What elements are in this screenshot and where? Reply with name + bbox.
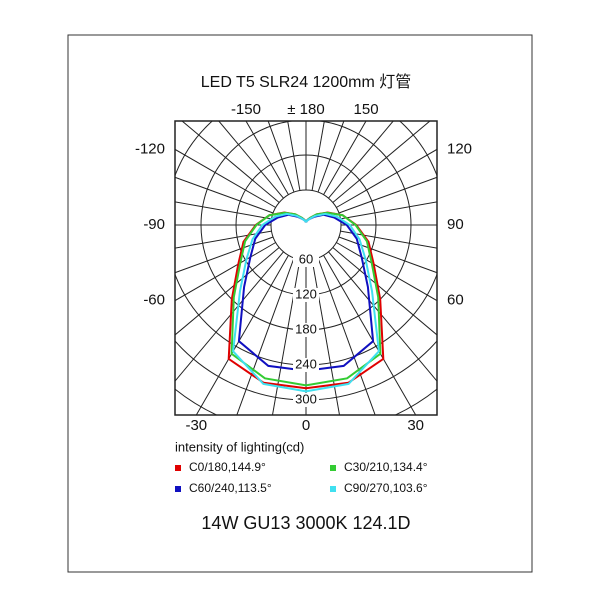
- spoke: [328, 251, 437, 382]
- spoke: [328, 121, 394, 199]
- spoke: [311, 121, 325, 191]
- label-bg: [293, 288, 319, 302]
- angle-tick-label: 120: [447, 140, 472, 157]
- intensity-curve: [230, 211, 382, 387]
- label-bg: [293, 323, 319, 337]
- spoke: [271, 259, 301, 415]
- spoke: [332, 121, 431, 203]
- frame: [67, 34, 533, 573]
- angle-tick-label: -60: [143, 292, 165, 309]
- label-bg: [293, 253, 319, 267]
- angle-tick-label: -150: [231, 101, 261, 118]
- spoke: [175, 201, 272, 220]
- spoke: [323, 255, 417, 415]
- plot-frame: [174, 120, 438, 416]
- spoke: [175, 148, 276, 208]
- r-tick-label: 120: [295, 286, 317, 301]
- legend-swatch: [330, 486, 336, 492]
- legend-label: C0/180,144.9°: [189, 460, 266, 474]
- spoke: [195, 255, 289, 415]
- spoke: [311, 259, 341, 415]
- spoke: [340, 230, 437, 249]
- legend-label: C90/270,103.6°: [344, 481, 428, 495]
- spoke: [175, 230, 272, 249]
- spoke: [218, 121, 284, 199]
- spoke: [336, 148, 437, 208]
- spoke: [340, 201, 437, 220]
- spoke: [175, 247, 280, 336]
- spoke: [338, 236, 437, 274]
- angle-tick-label: -90: [143, 216, 165, 233]
- angle-tick-label: 0: [302, 417, 310, 434]
- spoke: [287, 121, 301, 191]
- spoke: [175, 176, 274, 214]
- r-tick-label: 240: [295, 356, 317, 371]
- angle-tick-label: 30: [407, 417, 424, 434]
- footer: 14W GU13 3000K 124.1D: [201, 513, 410, 533]
- spoke: [175, 242, 276, 302]
- legend-swatch: [175, 465, 181, 471]
- legend-swatch: [330, 465, 336, 471]
- ring: [270, 189, 342, 261]
- angle-tick-label: 60: [447, 292, 464, 309]
- label-bg: [293, 358, 319, 372]
- spoke: [317, 257, 376, 415]
- legend-label: C60/240,113.5°: [189, 481, 272, 495]
- spoke: [175, 251, 284, 382]
- spoke: [236, 257, 295, 415]
- spoke: [338, 176, 437, 214]
- spoke: [317, 121, 345, 193]
- spoke: [245, 121, 289, 195]
- spoke: [175, 236, 274, 274]
- spoke: [332, 247, 437, 336]
- label-bg: [293, 393, 319, 407]
- r-tick-label: 180: [295, 321, 317, 336]
- spoke: [267, 121, 295, 193]
- r-tick-label: 60: [299, 251, 313, 266]
- angle-tick-label: 90: [447, 216, 464, 233]
- spoke: [181, 121, 280, 203]
- legend-label: C30/210,134.4°: [344, 460, 428, 474]
- spoke: [336, 242, 437, 302]
- angle-tick-label: -120: [135, 140, 165, 157]
- intensity-curve: [232, 212, 380, 393]
- chart-title: LED T5 SLR24 1200mm 灯管: [201, 73, 411, 91]
- angle-tick-label: -30: [185, 417, 207, 434]
- angle-tick-label: ± 180: [287, 101, 324, 118]
- angle-tick-label: 150: [354, 101, 379, 118]
- legend-swatch: [175, 486, 181, 492]
- r-tick-label: 300: [295, 391, 317, 406]
- legend-title: intensity of lighting(cd): [175, 439, 304, 454]
- spoke: [323, 121, 367, 195]
